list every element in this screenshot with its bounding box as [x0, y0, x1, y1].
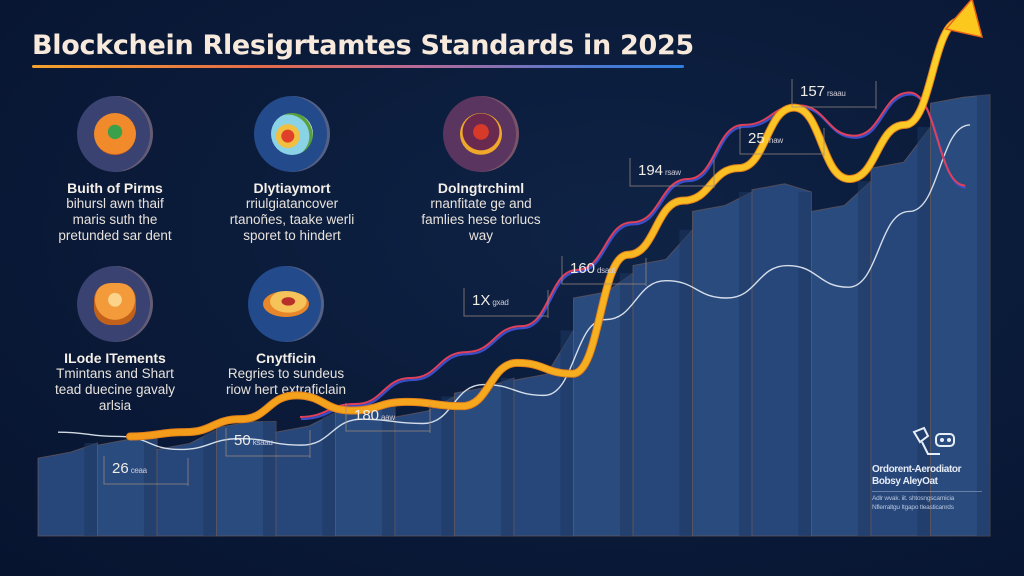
chart-column-shadow — [500, 378, 514, 536]
feature-desc-line: way — [468, 228, 493, 243]
globe-coin-icon — [271, 113, 313, 155]
annotation-bracket — [345, 403, 431, 433]
feature-icon-circle — [248, 266, 324, 342]
chart-column-shadow — [381, 405, 395, 536]
blockchain-logo-icon — [912, 426, 955, 455]
annotation-unit: aaw — [381, 413, 395, 422]
chart-column-shadow — [322, 412, 336, 536]
chart-column-shadow — [679, 229, 693, 536]
chart-column-shadow — [84, 442, 98, 536]
white-trend-line — [57, 124, 971, 451]
chart-column-shadow — [738, 191, 752, 536]
annotation-unit: rsaau — [827, 89, 846, 98]
annotation-label: 25 rnaw — [748, 130, 783, 147]
annotation-label: 194 rsaw — [638, 162, 681, 179]
annotation-value: 180 — [354, 407, 380, 424]
feature-desc-line: sporet to hindert — [243, 228, 341, 243]
feature-card: Buith of Pirms bihursl awn thaif maris s… — [20, 96, 210, 244]
annotation-bracket — [463, 288, 549, 318]
annotation-value: 160 — [570, 260, 596, 277]
feature-title: Cnytficin — [256, 350, 316, 366]
annotation-unit: dsaut — [597, 266, 616, 275]
annotation-value: 157 — [800, 83, 826, 100]
annotation-unit: gxad — [492, 298, 509, 307]
annotation-unit: ksaau — [252, 438, 273, 447]
title-underline — [32, 65, 684, 68]
chart-column-shadow — [262, 421, 276, 536]
feature-title: Buith of Pirms — [67, 180, 163, 196]
annotation-value: 1X — [472, 292, 491, 309]
annotation-label: 50 ksaau — [234, 432, 273, 449]
chart-column-shadow — [619, 273, 633, 536]
annotation-value: 50 — [234, 432, 251, 449]
feature-title: Dlytiaymort — [253, 180, 331, 196]
feature-desc-line: tead duecine gavaly — [54, 382, 176, 397]
annotation-unit: rsaw — [665, 168, 681, 177]
annotation-bracket — [225, 428, 311, 458]
brand-subtitle: Nflerraltgu Itgapo tleasticanrds — [872, 504, 954, 511]
yellow-trend-line — [127, 18, 963, 440]
annotation-label: 26 ceaa — [112, 460, 147, 477]
feature-desc-line: Tmintans and Shart — [56, 366, 174, 381]
brand-subtitle: Adlr wvak. iit. shtosngscarnicia — [872, 491, 982, 503]
feature-icon-circle — [77, 266, 153, 342]
coin-token-icon — [263, 291, 309, 317]
chart-column-shadow — [857, 181, 871, 536]
feature-title: ILode ITements — [64, 350, 166, 366]
annotation-value: 25 — [748, 130, 765, 147]
feature-title: Dolngtrchiml — [437, 180, 525, 196]
annotation-bracket — [103, 456, 189, 486]
chart-column-shadow — [798, 191, 812, 536]
feature-desc-line: riow hert extraficlain — [225, 382, 347, 397]
feature-card: Cnytficin Regries to sundeus riow hert e… — [191, 266, 381, 398]
feature-desc-line: Regries to sundeus — [227, 366, 345, 381]
annotation-bracket — [739, 126, 825, 156]
feature-desc-line: rtanoñes, taake werli — [229, 212, 355, 227]
annotation-bracket — [629, 158, 715, 188]
red-trend-line — [299, 91, 966, 418]
brand-title: Ordorent-Aerodiator — [872, 464, 962, 475]
feature-card: ILode ITements Tmintans and Shart tead d… — [20, 266, 210, 414]
feature-desc-line: pretunded sar dent — [58, 228, 172, 243]
feature-icon-circle — [254, 96, 330, 172]
annotation-label: 157 rsaau — [800, 83, 846, 100]
annotation-unit: ceaa — [130, 466, 147, 475]
orange-coin-icon — [94, 113, 136, 155]
chart-column-shadow — [976, 94, 990, 537]
brand-block: Ordorent-Aerodiator Bobsy AleyOat Adlr w… — [872, 426, 982, 512]
feature-desc-line: maris suth the — [72, 212, 158, 227]
feature-card: Dlytiaymort rriulgiatancover rtanoñes, t… — [197, 96, 387, 244]
feature-desc-line: rnanfitate ge and — [430, 196, 532, 211]
annotation-unit: rnaw — [766, 136, 783, 145]
chart-column-shadow — [441, 396, 455, 536]
feature-icon-circle — [77, 96, 153, 172]
annotation-value: 194 — [638, 162, 664, 179]
blue-trend-line — [300, 93, 967, 421]
growth-arrow-head-icon — [944, 0, 984, 39]
brand-title: Bobsy AleyOat — [872, 476, 938, 487]
page-title: Blockchein Rlesigrtamtes Standards in 20… — [32, 30, 694, 61]
annotation-label: 1X gxad — [472, 292, 509, 309]
annotation-label: 160 dsaut — [570, 260, 615, 277]
feature-card: Dolngtrchiml rnanfitate ge and famlies h… — [386, 96, 576, 244]
chart-column-shadow — [203, 429, 217, 536]
feature-icon-circle — [443, 96, 519, 172]
bitcoin-pile-icon — [94, 283, 136, 325]
annotation-bracket — [791, 79, 877, 109]
feature-desc-line: famlies hese torlucs — [421, 212, 541, 227]
annotation-label: 180 aaw — [354, 407, 395, 424]
annotation-bracket — [561, 256, 647, 286]
annotation-value: 26 — [112, 460, 129, 477]
chart-column-shadow — [560, 330, 574, 536]
feature-desc-line: rriulgiatancover — [245, 196, 339, 211]
feature-desc-line: arlsia — [98, 398, 132, 413]
feature-desc-line: bihursl awn thaif — [66, 196, 164, 211]
chart-column-shadow — [143, 438, 157, 536]
gold-medal-icon — [460, 113, 502, 155]
